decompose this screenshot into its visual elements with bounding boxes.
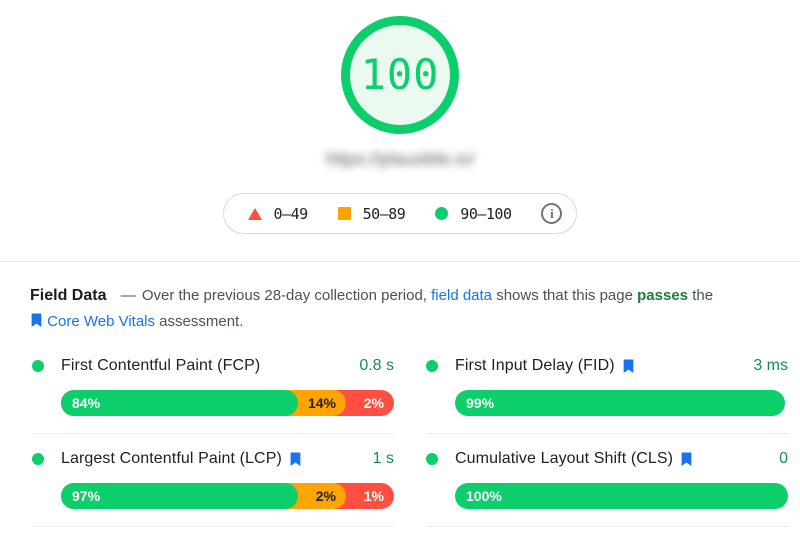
- performance-score-value: 100: [360, 50, 440, 99]
- bar-segment-label: 84%: [72, 395, 101, 411]
- core-web-vitals-link[interactable]: Core Web Vitals: [47, 313, 155, 330]
- performance-score-gauge: 100: [341, 16, 459, 134]
- score-legend-pill: 0–49 50–89 90–100 i: [222, 193, 578, 234]
- good-dot-icon: [32, 360, 44, 372]
- bar-segment-good: 99%: [455, 390, 785, 416]
- bar-segment-label: 14%: [307, 395, 336, 411]
- bar-segment-good: 100%: [455, 483, 788, 509]
- passes-status-text: passes: [637, 287, 689, 304]
- score-legend: 0–49 50–89 90–100 i: [0, 193, 800, 234]
- circle-icon: [435, 207, 449, 220]
- good-dot-icon: [426, 360, 438, 372]
- distribution-bar: 99%: [455, 390, 788, 416]
- metric-value: 3 ms: [753, 357, 788, 374]
- square-icon: [337, 207, 351, 220]
- bookmark-icon: [31, 313, 42, 328]
- legend-range-90–100: 90–100: [435, 204, 512, 223]
- field-data-dash: —: [120, 287, 136, 304]
- legend-range-label: 0–49: [273, 204, 309, 223]
- bar-segment-label: 100%: [466, 488, 502, 504]
- field-data-text-4: assessment.: [159, 313, 244, 330]
- metric-row: First Input Delay (FID) 3 ms 99%: [426, 341, 788, 434]
- bookmark-icon: [622, 358, 635, 374]
- metric-value: 1 s: [372, 450, 394, 467]
- field-data-text-1: Over the previous 28-day collection peri…: [141, 287, 427, 304]
- metric-name: Cumulative Layout Shift (CLS): [455, 450, 674, 467]
- bar-segment-good: 84%: [61, 390, 298, 416]
- field-metrics-grid: First Contentful Paint (FCP) 0.8 s 84% 14…: [0, 335, 800, 527]
- bar-segment-label: 99%: [466, 395, 495, 411]
- field-data-heading: Field Data: [30, 287, 107, 304]
- legend-range-label: 90–100: [460, 204, 512, 223]
- good-dot-icon: [32, 453, 44, 465]
- bar-segment-label: 1%: [363, 488, 384, 504]
- field-data-text-3: the: [692, 287, 714, 304]
- metric-header: Largest Contentful Paint (LCP) 1 s: [32, 450, 394, 468]
- metric-header: First Input Delay (FID) 3 ms: [426, 357, 788, 375]
- field-data-text-2: shows that this page: [496, 287, 633, 304]
- field-data-description: Field Data — Over the previous 28-day co…: [30, 283, 760, 335]
- metric-name: Largest Contentful Paint (LCP): [61, 450, 282, 467]
- metric-header: Cumulative Layout Shift (CLS) 0: [426, 450, 788, 468]
- info-icon[interactable]: i: [541, 203, 563, 224]
- section-divider: [0, 261, 800, 262]
- bookmark-icon: [289, 451, 302, 467]
- bar-segment-label: 2%: [363, 395, 384, 411]
- field-data-link[interactable]: field data: [431, 287, 493, 304]
- legend-range-label: 50–89: [362, 204, 406, 223]
- triangle-icon: [247, 207, 262, 220]
- field-data-section: Field Data — Over the previous 28-day co…: [0, 262, 800, 335]
- legend-range-50–89: 50–89: [337, 204, 406, 223]
- metric-row: Cumulative Layout Shift (CLS) 0 100%: [426, 434, 788, 527]
- distribution-bar: 100%: [455, 483, 788, 509]
- bar-segment-good: 97%: [61, 483, 298, 509]
- metric-row: Largest Contentful Paint (LCP) 1 s 97% 2%…: [32, 434, 394, 527]
- performance-gauge-section: 100 https://plausible.io/ 0–49 50–89 90–10…: [0, 0, 800, 234]
- distribution-bar: 84% 14% 2%: [61, 390, 394, 416]
- legend-range-0–49: 0–49: [247, 204, 309, 223]
- legend-items: 0–49 50–89 90–100: [247, 204, 512, 223]
- metric-value: 0: [779, 450, 788, 467]
- bookmark-icon: [680, 451, 693, 467]
- tested-url-blurred: https://plausible.io/: [325, 149, 475, 169]
- good-dot-icon: [426, 453, 438, 465]
- bar-segment-label: 2%: [315, 488, 336, 504]
- metric-row: First Contentful Paint (FCP) 0.8 s 84% 14…: [32, 341, 394, 434]
- metric-name: First Contentful Paint (FCP): [61, 357, 261, 374]
- distribution-bar: 97% 2% 1%: [61, 483, 394, 509]
- bar-segment-label: 97%: [72, 488, 101, 504]
- metric-header: First Contentful Paint (FCP) 0.8 s: [32, 357, 394, 375]
- metric-name: First Input Delay (FID): [455, 357, 615, 374]
- metric-value: 0.8 s: [359, 357, 394, 374]
